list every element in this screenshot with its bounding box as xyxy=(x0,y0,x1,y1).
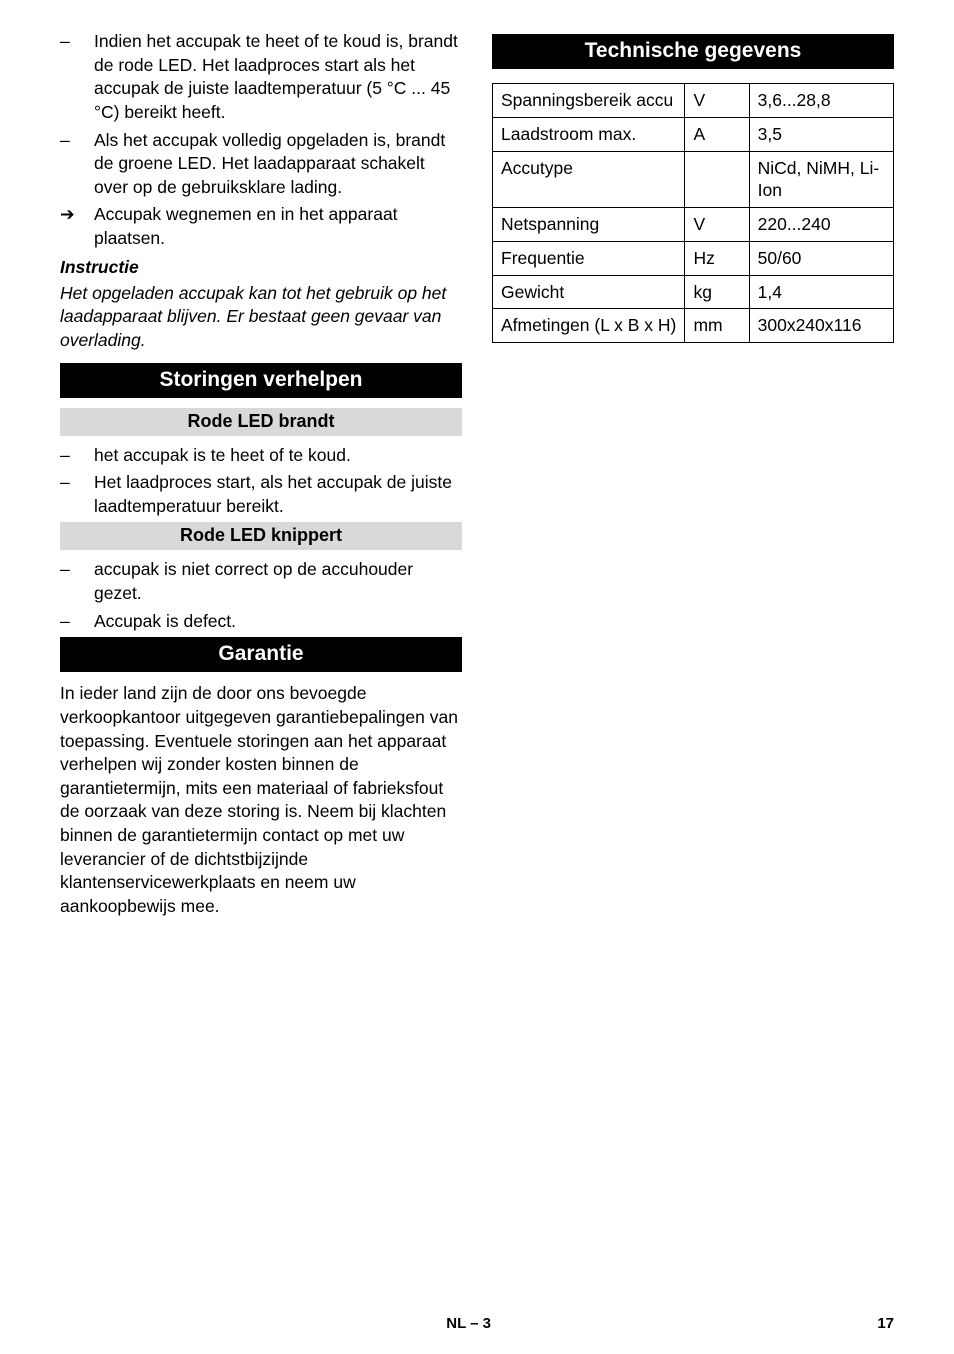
footer-center: NL – 3 xyxy=(446,1315,491,1332)
list-text: het accupak is te heet of te koud. xyxy=(94,444,462,468)
list-item: ➔ Accupak wegnemen en in het apparaat pl… xyxy=(60,203,462,250)
list-text: Het laadproces start, als het accupak de… xyxy=(94,471,462,518)
note-body: Het opgeladen accupak kan tot het gebrui… xyxy=(60,282,462,353)
table-cell-label: Gewicht xyxy=(493,275,685,309)
table-cell-value: NiCd, NiMH, Li-Ion xyxy=(749,151,893,208)
table-cell-label: Netspanning xyxy=(493,208,685,242)
dash-marker: – xyxy=(60,129,94,200)
table-cell-value: 3,5 xyxy=(749,117,893,151)
right-column: Technische gegevens Spanningsbereik accu… xyxy=(492,30,894,923)
list-item: – accupak is niet correct op de accuhoud… xyxy=(60,558,462,605)
dash-marker: – xyxy=(60,30,94,125)
list-item: – Accupak is defect. xyxy=(60,610,462,634)
list-item: – Als het accupak volledig opgeladen is,… xyxy=(60,129,462,200)
table-row: Spanningsbereik accuV3,6...28,8 xyxy=(493,84,894,118)
table-cell-label: Accutype xyxy=(493,151,685,208)
table-cell-unit: A xyxy=(685,117,749,151)
table-cell-unit: V xyxy=(685,84,749,118)
table-cell-unit: kg xyxy=(685,275,749,309)
list-text: Accupak is defect. xyxy=(94,610,462,634)
left-column: – Indien het accupak te heet of te koud … xyxy=(60,30,462,923)
table-cell-label: Laadstroom max. xyxy=(493,117,685,151)
table-row: Accutype NiCd, NiMH, Li-Ion xyxy=(493,151,894,208)
dash-marker: – xyxy=(60,558,94,605)
footer-page-number: 17 xyxy=(877,1315,894,1332)
list-text: Als het accupak volledig opgeladen is, b… xyxy=(94,129,462,200)
sub-header-red-blink: Rode LED knippert xyxy=(60,522,462,550)
table-cell-value: 300x240x116 xyxy=(749,309,893,343)
table-cell-value: 1,4 xyxy=(749,275,893,309)
section-header-troubleshoot: Storingen verhelpen xyxy=(60,363,462,398)
table-cell-label: Frequentie xyxy=(493,241,685,275)
table-cell-value: 50/60 xyxy=(749,241,893,275)
dash-marker: – xyxy=(60,471,94,518)
table-row: NetspanningV220...240 xyxy=(493,208,894,242)
spec-table: Spanningsbereik accuV3,6...28,8Laadstroo… xyxy=(492,83,894,343)
table-cell-value: 3,6...28,8 xyxy=(749,84,893,118)
dash-marker: – xyxy=(60,610,94,634)
table-cell-unit: V xyxy=(685,208,749,242)
table-cell-value: 220...240 xyxy=(749,208,893,242)
warranty-paragraph: In ieder land zijn de door ons bevoegde … xyxy=(60,682,462,918)
table-row: FrequentieHz50/60 xyxy=(493,241,894,275)
section-header-warranty: Garantie xyxy=(60,637,462,672)
list-text: Indien het accupak te heet of te koud is… xyxy=(94,30,462,125)
table-cell-unit: mm xyxy=(685,309,749,343)
list-item: – Indien het accupak te heet of te koud … xyxy=(60,30,462,125)
list-item: – Het laadproces start, als het accupak … xyxy=(60,471,462,518)
note-heading: Instructie xyxy=(60,257,462,278)
table-row: Afmetingen (L x B x H)mm300x240x116 xyxy=(493,309,894,343)
section-header-tech: Technische gegevens xyxy=(492,34,894,69)
list-text: Accupak wegnemen en in het apparaat plaa… xyxy=(94,203,462,250)
table-row: Laadstroom max.A3,5 xyxy=(493,117,894,151)
list-item: – het accupak is te heet of te koud. xyxy=(60,444,462,468)
dash-marker: – xyxy=(60,444,94,468)
arrow-icon: ➔ xyxy=(60,203,94,250)
table-cell-unit: Hz xyxy=(685,241,749,275)
page-footer: NL – 3 17 xyxy=(0,1315,954,1332)
table-row: Gewichtkg1,4 xyxy=(493,275,894,309)
table-cell-label: Spanningsbereik accu xyxy=(493,84,685,118)
table-cell-unit xyxy=(685,151,749,208)
list-text: accupak is niet correct op de accuhouder… xyxy=(94,558,462,605)
table-cell-label: Afmetingen (L x B x H) xyxy=(493,309,685,343)
sub-header-red-on: Rode LED brandt xyxy=(60,408,462,436)
